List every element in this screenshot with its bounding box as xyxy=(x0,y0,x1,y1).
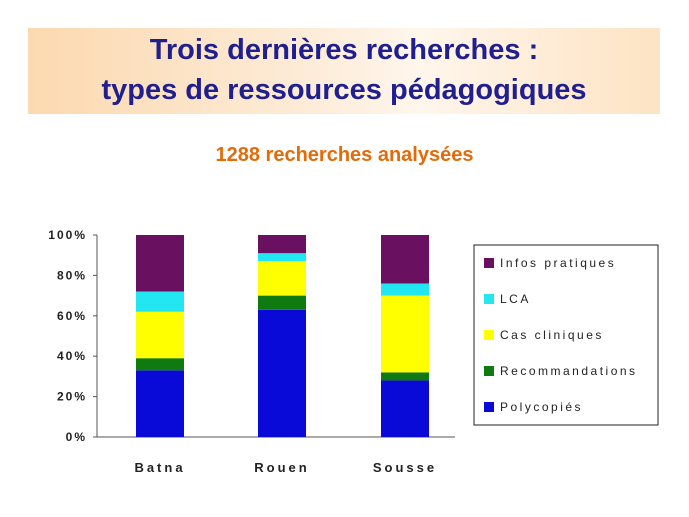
bar-segment-infos-pratiques xyxy=(258,235,306,254)
y-tick-label: 20% xyxy=(57,390,87,404)
x-tick-label: Rouen xyxy=(254,460,309,475)
legend-box xyxy=(473,244,659,426)
bar-segment-infos-pratiques xyxy=(136,235,184,292)
chart-subtitle: 1288 recherches analysées xyxy=(215,144,474,166)
x-tick-label: Sousse xyxy=(373,460,437,475)
legend-label: Recommandations xyxy=(500,364,638,378)
legend-swatch xyxy=(484,258,494,268)
legend-label: Infos pratiques xyxy=(500,256,616,270)
y-tick-label: 0% xyxy=(66,430,87,444)
bar-segment-polycopi-s xyxy=(136,370,184,437)
y-tick-label: 100% xyxy=(48,228,87,242)
x-tick-label: Batna xyxy=(134,460,185,475)
legend-label: Cas cliniques xyxy=(500,328,604,342)
bar-segment-recommandations xyxy=(381,372,429,381)
y-tick-label: 60% xyxy=(57,309,87,323)
legend-swatch xyxy=(484,402,494,412)
bar-segment-polycopi-s xyxy=(258,309,306,437)
bar-segment-polycopi-s xyxy=(381,380,429,437)
bar-segment-lca xyxy=(136,291,184,312)
bar-segment-infos-pratiques xyxy=(381,235,429,284)
legend-swatch xyxy=(484,330,494,340)
bar-segment-cas-cliniques xyxy=(258,261,306,296)
bar-segment-lca xyxy=(381,283,429,296)
y-tick-label: 80% xyxy=(57,268,87,282)
bar-segment-recommandations xyxy=(136,358,184,371)
title-banner xyxy=(28,28,660,114)
legend-swatch xyxy=(484,366,494,376)
legend-swatch xyxy=(484,294,494,304)
bar-segment-lca xyxy=(258,253,306,262)
bar-segment-recommandations xyxy=(258,295,306,310)
y-tick-label: 40% xyxy=(57,349,87,363)
bar-segment-cas-cliniques xyxy=(136,311,184,359)
legend-label: LCA xyxy=(500,292,531,306)
page-title: Trois dernières recherches : xyxy=(149,34,539,66)
bar-segment-cas-cliniques xyxy=(381,295,429,373)
legend-label: Polycopiés xyxy=(500,400,583,414)
page-title-line2: types de ressources pédagogiques xyxy=(101,74,587,106)
